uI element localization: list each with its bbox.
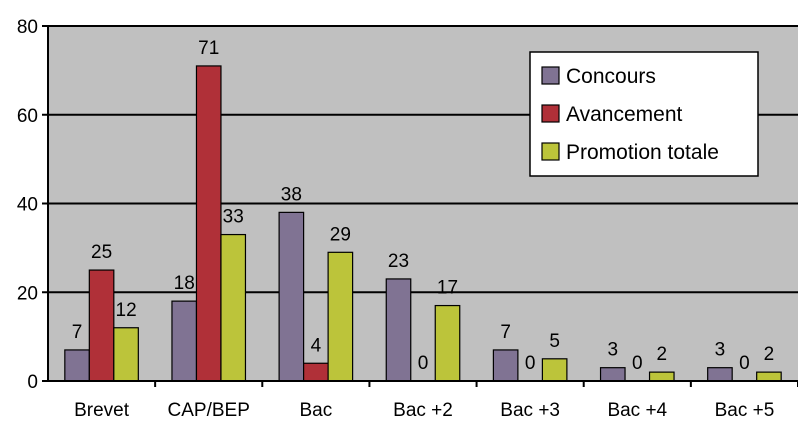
y-tick-labels: 0 20 40 60 80 <box>17 17 38 393</box>
data-label: 7 <box>72 322 83 343</box>
data-label: 38 <box>281 184 302 205</box>
legend-swatch <box>541 104 560 123</box>
y-tick-label: 60 <box>17 106 38 127</box>
bar-avancement-brevet <box>88 269 115 382</box>
data-label: 5 <box>549 331 560 352</box>
category-label: Bac +4 <box>607 400 667 421</box>
bar-promotion-totale-brevet <box>113 327 139 382</box>
bar-concours-bac-2 <box>385 278 412 382</box>
y-tick-label: 80 <box>17 17 38 38</box>
data-label: 29 <box>330 224 351 245</box>
y-tick-label: 0 <box>27 372 38 393</box>
axes <box>42 25 798 387</box>
data-label: 0 <box>632 353 643 374</box>
legend-label: Avancement <box>566 103 683 126</box>
y-tick-label: 20 <box>17 283 38 304</box>
legend-label: Promotion totale <box>566 141 719 164</box>
data-label: 4 <box>311 335 322 356</box>
bar-promotion-totale-bac-3 <box>541 358 568 382</box>
category-label: Bac +2 <box>393 400 453 421</box>
data-label: 0 <box>525 353 536 374</box>
data-label: 23 <box>388 251 409 272</box>
bar-promotion-totale-bac-5 <box>756 371 782 382</box>
legend-label: Concours <box>566 65 656 88</box>
data-label: 2 <box>656 344 667 365</box>
bar-concours-bac-4 <box>599 367 626 382</box>
data-label: 7 <box>500 322 511 343</box>
category-label: CAP/BEP <box>168 400 250 421</box>
legend: Concours Avancement Promotion totale <box>529 51 759 177</box>
data-label: 0 <box>418 353 429 374</box>
data-label: 17 <box>437 278 458 299</box>
data-label: 18 <box>174 273 195 294</box>
bar-promotion-totale-cap-bep <box>220 233 247 382</box>
bar-promotion-totale-bac-4 <box>648 371 675 382</box>
legend-box <box>529 51 759 177</box>
bar-concours-cap-bep <box>171 300 198 382</box>
legend-swatch <box>541 66 560 85</box>
data-label: 3 <box>715 340 726 361</box>
bar-promotion-totale-bac <box>327 251 354 382</box>
legend-swatch <box>541 142 560 161</box>
bar-promotion-totale-bac-2 <box>434 304 461 382</box>
data-label: 33 <box>223 207 244 228</box>
category-label: Bac +3 <box>500 400 560 421</box>
data-label: 25 <box>91 242 112 263</box>
bar-concours-bac-5 <box>707 367 733 382</box>
data-label: 71 <box>198 38 219 59</box>
data-label: 0 <box>739 353 750 374</box>
category-label: Bac +5 <box>715 400 775 421</box>
data-label: 12 <box>116 300 137 321</box>
category-label: Bac <box>299 400 332 421</box>
bar-avancement-cap-bep <box>195 65 222 382</box>
data-label: 3 <box>607 340 618 361</box>
bar-avancement-bac <box>303 362 329 382</box>
bar-concours-brevet <box>64 349 90 382</box>
bar-concours-bac <box>278 211 305 382</box>
category-label: Brevet <box>74 400 130 421</box>
bars <box>64 65 782 382</box>
data-label: 2 <box>764 344 775 365</box>
category-labels: Brevet CAP/BEP Bac Bac +2 Bac +3 Bac +4 Bac +5 <box>74 400 774 421</box>
bar-concours-bac-3 <box>492 349 519 382</box>
y-tick-label: 40 <box>17 195 38 216</box>
